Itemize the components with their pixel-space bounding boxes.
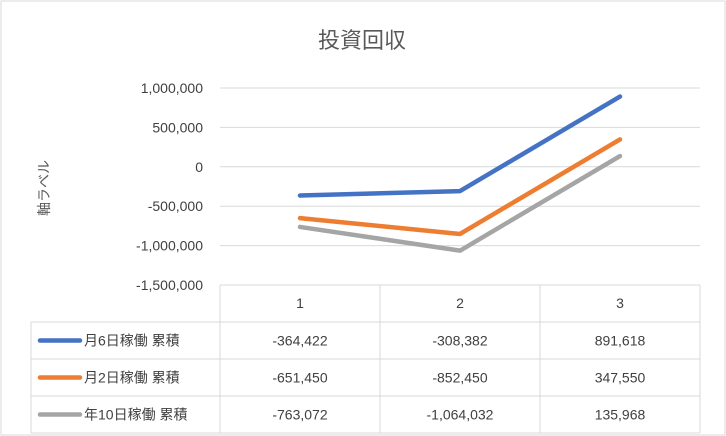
y-axis-ticks: 1,000,000 500,000 0 -500,000 -1,000,000 -1,50…: [136, 80, 203, 293]
series-line-2: [297, 137, 623, 237]
legend-label-1: 月6日稼働 累積: [84, 333, 180, 349]
series-lines: [297, 94, 623, 253]
x-tick-label: 2: [456, 295, 464, 311]
series-line-1: [297, 94, 623, 198]
data-table-value: -364,422: [272, 333, 327, 349]
gridlines: [220, 87, 700, 247]
chart-title: 投資回収: [318, 28, 406, 53]
legend-label-3: 年10日稼働 累積: [84, 407, 187, 423]
y-tick-label: -1,500,000: [136, 277, 203, 293]
y-axis-label: 軸ラベル: [36, 160, 52, 216]
data-table: 1 2 3 月6日稼働 累積 -364,422 -308,382 891,618 月2日稼働 …: [30, 284, 701, 434]
data-table-value: 135,968: [595, 407, 646, 423]
y-tick-label: -1,000,000: [136, 238, 203, 254]
data-table-value: -763,072: [272, 407, 327, 423]
data-table-value: 347,550: [595, 370, 646, 386]
y-tick-label: 0: [195, 159, 203, 175]
y-tick-label: -500,000: [148, 198, 203, 214]
y-tick-label: 500,000: [152, 119, 203, 135]
data-table-value: -852,450: [432, 370, 487, 386]
x-tick-label: 1: [296, 295, 304, 311]
legend-label-2: 月2日稼働 累積: [84, 370, 180, 386]
series-line-3: [297, 153, 623, 253]
x-tick-label: 3: [616, 295, 624, 311]
data-table-value: 891,618: [595, 333, 646, 349]
y-tick-label: 1,000,000: [141, 80, 203, 96]
data-table-value: -308,382: [432, 333, 487, 349]
data-table-value: -1,064,032: [427, 407, 494, 423]
data-table-value: -651,450: [272, 370, 327, 386]
